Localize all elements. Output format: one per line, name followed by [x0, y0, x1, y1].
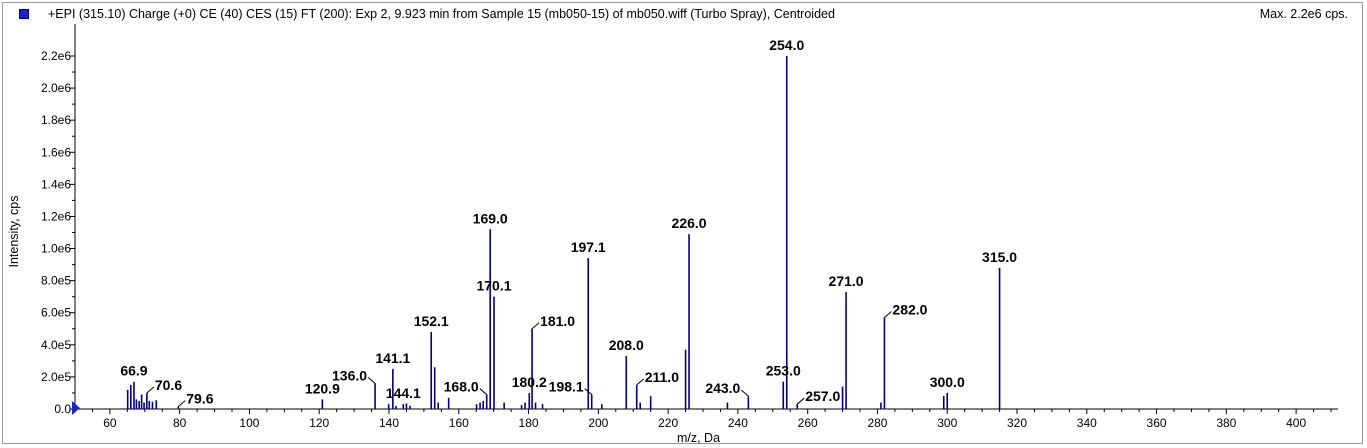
spectrum-title: +EPI (315.10) Charge (+0) CE (40) CES (1… [48, 7, 835, 21]
spectrum-header: +EPI (315.10) Charge (+0) CE (40) CES (1… [3, 3, 1362, 27]
y-tick-label: 1.6e6 [41, 145, 71, 159]
peak-label: 136.0 [332, 367, 367, 383]
x-axis-ticks: 60 80 100 120 140 160 180 200 220 240 260 280 300 320… [91, 409, 1332, 430]
peak-label: 282.0 [892, 302, 927, 318]
x-tick-label: 360 [1147, 416, 1167, 430]
peak-label: 144.1 [386, 385, 421, 401]
peak-leader-line [741, 389, 749, 397]
y-tick-label: 2.2e6 [41, 49, 71, 63]
peak-leader-line [146, 386, 155, 394]
peak-label: 198.1 [549, 379, 584, 395]
x-tick-label: 180 [519, 416, 539, 430]
peak-label: 169.0 [473, 210, 508, 226]
y-axis-title: Intensity, cps [7, 195, 21, 267]
x-tick-label: 240 [728, 416, 748, 430]
y-tick-label: 4.0e5 [41, 338, 71, 352]
x-tick-label: 140 [379, 416, 399, 430]
x-tick-label: 100 [239, 416, 259, 430]
peak-leader-line [367, 376, 376, 384]
peak-label: 120.9 [305, 380, 340, 396]
peak-leader-line [584, 388, 593, 395]
peak-label: 66.9 [120, 363, 147, 379]
peak-leader-line [531, 322, 540, 330]
peak-label: 168.0 [444, 379, 479, 395]
x-tick-label: 260 [798, 416, 818, 430]
y-tick-label: 1.8e6 [41, 113, 71, 127]
y-tick-label: 1.0e6 [41, 242, 71, 256]
peak-leader-line [177, 400, 186, 407]
x-tick-label: 300 [937, 416, 957, 430]
y-tick-label: 2.0e5 [41, 370, 71, 384]
x-tick-label: 60 [103, 416, 117, 430]
peak-leader-line [796, 397, 805, 405]
y-axis-ticks: 0.0 2.0e5 4.0e5 6.0e5 8.0e5 1.0e6 1.2e6 1.4e6 1.… [41, 49, 75, 416]
x-tick-label: 80 [173, 416, 187, 430]
peak-label: 170.1 [476, 278, 511, 294]
x-tick-label: 160 [449, 416, 469, 430]
y-tick-label: 0.0 [54, 402, 71, 416]
x-tick-label: 280 [867, 416, 887, 430]
peak-label: 243.0 [705, 380, 740, 396]
peak-label: 271.0 [829, 273, 864, 289]
peak-label: 181.0 [540, 313, 575, 329]
peak-label: 300.0 [930, 374, 965, 390]
peak-label: 70.6 [155, 377, 182, 393]
x-axis-title: m/z, Da [677, 431, 720, 445]
cursor-arrow-icon[interactable] [72, 401, 80, 415]
peak-leader-line [884, 311, 892, 318]
spectrum-peaks [126, 56, 1001, 409]
peak-label: 197.1 [571, 239, 606, 255]
peak-leader-line [479, 388, 488, 395]
peak-leader-line [636, 378, 645, 386]
x-tick-label: 340 [1077, 416, 1097, 430]
peak-label: 253.0 [766, 363, 801, 379]
peak-label: 141.1 [375, 350, 410, 366]
peak-label: 211.0 [645, 369, 679, 385]
y-tick-label: 2.0e6 [41, 81, 71, 95]
x-tick-label: 320 [1007, 416, 1027, 430]
x-tick-label: 220 [658, 416, 678, 430]
x-tick-label: 200 [588, 416, 608, 430]
x-tick-label: 380 [1216, 416, 1236, 430]
y-tick-label: 1.2e6 [41, 209, 71, 223]
peak-label: 254.0 [769, 37, 804, 53]
y-tick-label: 8.0e5 [41, 274, 71, 288]
peak-label: 180.2 [512, 374, 547, 390]
peak-label: 226.0 [672, 215, 707, 231]
peak-label: 79.6 [186, 391, 213, 407]
y-tick-label: 6.0e5 [41, 306, 71, 320]
peak-label: 208.0 [609, 337, 644, 353]
x-tick-label: 120 [309, 416, 329, 430]
peak-label: 257.0 [805, 388, 840, 404]
x-tick-label: 400 [1286, 416, 1306, 430]
y-tick-label: 1.4e6 [41, 177, 71, 191]
series-marker-icon [19, 9, 29, 19]
peak-label: 315.0 [982, 249, 1017, 265]
max-intensity-label: Max. 2.2e6 cps. [1259, 7, 1348, 21]
peak-label: 152.1 [414, 313, 449, 329]
